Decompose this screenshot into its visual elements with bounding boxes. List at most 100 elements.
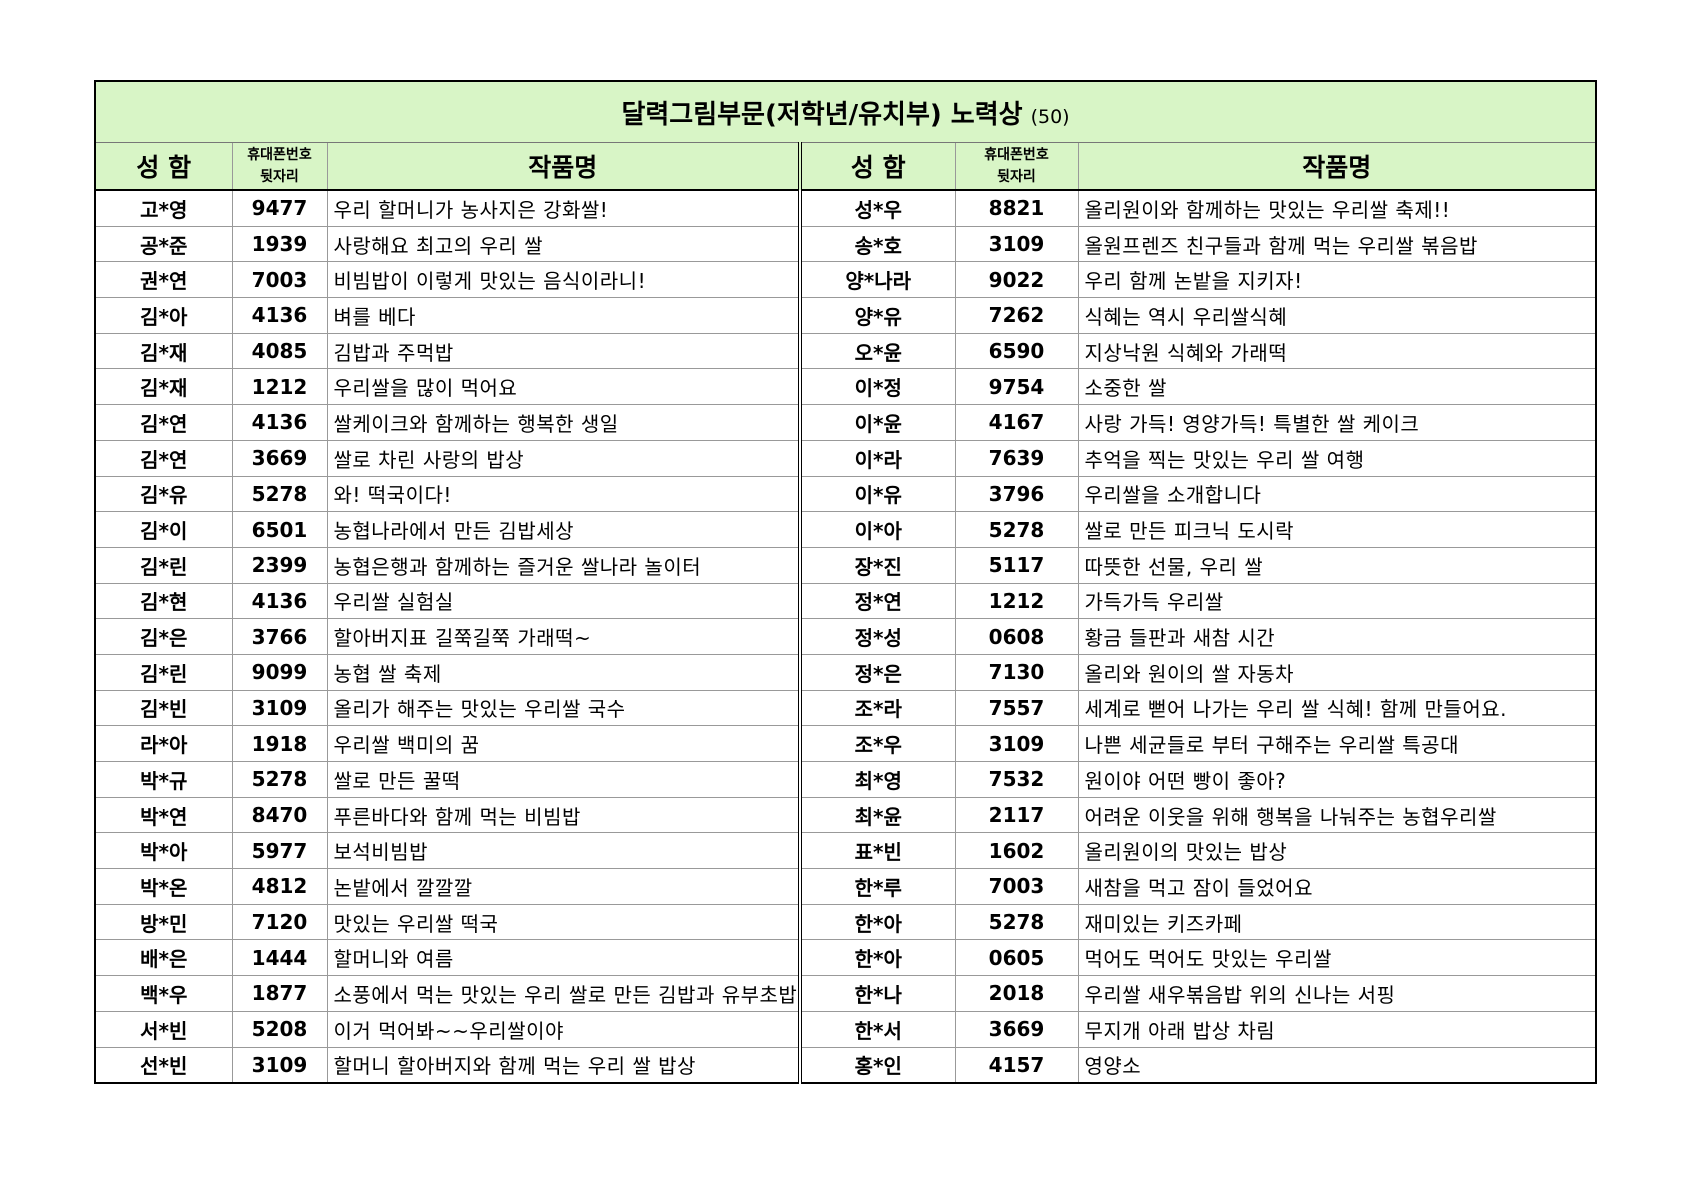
header-line: 뒷자리	[997, 169, 1036, 185]
name: 김*린	[94, 653, 233, 691]
name: 조*우	[798, 725, 956, 762]
table-row: 김*연 3669 쌀로 차린 사랑의 밥상 이*라 7639 추억을 찍는 맛있는 우리 …	[94, 439, 1597, 477]
phone-suffix: 3109	[231, 689, 328, 727]
phone-suffix: 1212	[231, 368, 328, 406]
phone-suffix: 1444	[231, 939, 328, 977]
phone-suffix: 4136	[231, 404, 328, 441]
table-row: 박*연 8470 푸른바다와 함께 먹는 비빔밥 최*윤 2117 어려운 이웃을 위해 …	[94, 796, 1597, 834]
work-title: 황금 들판과 새참 시간	[1077, 618, 1597, 655]
phone-suffix: 0605	[954, 939, 1079, 977]
name: 이*유	[798, 475, 956, 513]
phone-suffix: 1877	[231, 975, 328, 1012]
name: 권*연	[94, 261, 233, 299]
phone-suffix: 4085	[231, 332, 328, 370]
work-title: 푸른바다와 함께 먹는 비빔밥	[326, 796, 801, 834]
name: 고*영	[94, 189, 233, 227]
work-title: 할아버지표 길쭉길쭉 가래떡~	[326, 618, 801, 655]
phone-suffix: 2399	[231, 546, 328, 584]
phone-suffix: 4812	[231, 868, 328, 905]
name: 한*아	[798, 939, 956, 977]
work-title: 새참을 먹고 잠이 들었어요	[1077, 868, 1597, 905]
work-title: 재미있는 키즈카페	[1077, 903, 1597, 941]
table-row: 공*준 1939 사랑해요 최고의 우리 쌀 송*호 3109 올원프렌즈 친구들과 함께…	[94, 225, 1597, 263]
work-title: 지상낙원 식혜와 가래떡	[1077, 332, 1597, 370]
table-row: 김*재 1212 우리쌀을 많이 먹어요 이*정 9754 소중한 쌀	[94, 368, 1597, 406]
header-cell: 휴대폰번호 뒷자리	[954, 142, 1079, 191]
work-title: 어려운 이웃을 위해 행복을 나눠주는 농협우리쌀	[1077, 796, 1597, 834]
table-row: 박*아 5977 보석비빔밥 표*빈 1602 올리원이의 맛있는 밥상	[94, 832, 1597, 870]
name: 최*윤	[798, 796, 956, 834]
name: 이*아	[798, 511, 956, 548]
name: 양*유	[798, 297, 956, 334]
phone-suffix: 3669	[231, 439, 328, 477]
table-row: 선*빈 3109 할머니 할아버지와 함께 먹는 우리 쌀 밥상 홍*인 4157 영양소	[94, 1046, 1597, 1084]
header-line: 휴대폰번호	[247, 147, 312, 163]
work-title: 먹어도 먹어도 맛있는 우리쌀	[1077, 939, 1597, 977]
work-title: 쌀로 만든 피크닉 도시락	[1077, 511, 1597, 548]
work-title: 올원프렌즈 친구들과 함께 먹는 우리쌀 볶음밥	[1077, 225, 1597, 263]
name: 홍*인	[798, 1046, 956, 1084]
phone-suffix: 8470	[231, 796, 328, 834]
name: 김*재	[94, 332, 233, 370]
phone-suffix: 3109	[231, 1046, 328, 1084]
phone-suffix: 6590	[954, 332, 1079, 370]
name: 한*아	[798, 903, 956, 941]
name: 박*연	[94, 796, 233, 834]
work-title: 사랑해요 최고의 우리 쌀	[326, 225, 801, 263]
name: 장*진	[798, 546, 956, 584]
table-row: 서*빈 5208 이거 먹어봐~~우리쌀이야 한*서 3669 무지개 아래 밥상 차림	[94, 1010, 1597, 1048]
work-title: 농협 쌀 축제	[326, 653, 801, 691]
work-title: 따뜻한 선물, 우리 쌀	[1077, 546, 1597, 584]
phone-suffix: 9477	[231, 189, 328, 227]
phone-suffix: 6501	[231, 511, 328, 548]
title: 달력그림부문(저학년/유치부) 노력상	[621, 99, 1023, 130]
work-title: 무지개 아래 밥상 차림	[1077, 1010, 1597, 1048]
phone-suffix: 9022	[954, 261, 1079, 299]
name: 서*빈	[94, 1010, 233, 1048]
phone-suffix: 1918	[231, 725, 328, 762]
table-row: 김*은 3766 할아버지표 길쭉길쭉 가래떡~ 정*성 0608 황금 들판과 새참 시…	[94, 618, 1597, 655]
work-title: 우리 할머니가 농사지은 강화쌀!	[326, 189, 801, 227]
name: 백*우	[94, 975, 233, 1012]
work-title: 이거 먹어봐~~우리쌀이야	[326, 1010, 801, 1048]
phone-suffix: 7262	[954, 297, 1079, 334]
table-row: 김*현 4136 우리쌀 실험실 정*연 1212 가득가득 우리쌀	[94, 582, 1597, 620]
table-row: 박*온 4812 논밭에서 깔깔깔 한*루 7003 새참을 먹고 잠이 들었어요	[94, 868, 1597, 905]
phone-suffix: 1212	[954, 582, 1079, 620]
phone-suffix: 4167	[954, 404, 1079, 441]
work-title: 우리쌀을 많이 먹어요	[326, 368, 801, 406]
name: 김*은	[94, 618, 233, 655]
table-row: 권*연 7003 비빔밥이 이렇게 맛있는 음식이라니! 양*나라 9022 우리 함께 …	[94, 261, 1597, 299]
work-title: 벼를 베다	[326, 297, 801, 334]
name: 이*라	[798, 439, 956, 477]
table-row: 박*규 5278 쌀로 만든 꿀떡 최*영 7532 원이야 어떤 빵이 좋아?	[94, 761, 1597, 798]
work-title: 소풍에서 먹는 맛있는 우리 쌀로 만든 김밥과 유부초밥!	[326, 975, 801, 1012]
title-count: (50)	[1030, 105, 1070, 128]
name: 김*재	[94, 368, 233, 406]
table-row: 김*아 4136 벼를 베다 양*유 7262 식혜는 역시 우리쌀식혜	[94, 297, 1597, 334]
name: 라*아	[94, 725, 233, 762]
name: 선*빈	[94, 1046, 233, 1084]
work-title: 올리원이의 맛있는 밥상	[1077, 832, 1597, 870]
title-row: 달력그림부문(저학년/유치부) 노력상 (50)	[94, 80, 1597, 143]
work-title: 가득가득 우리쌀	[1077, 582, 1597, 620]
work-title: 보석비빔밥	[326, 832, 801, 870]
phone-suffix: 4157	[954, 1046, 1079, 1084]
name: 조*라	[798, 689, 956, 727]
phone-suffix: 9099	[231, 653, 328, 691]
phone-suffix: 5278	[231, 761, 328, 798]
table-row: 김*린 9099 농협 쌀 축제 정*은 7130 올리와 원이의 쌀 자동차	[94, 653, 1597, 691]
header-cell: 성 함	[94, 142, 233, 191]
phone-suffix: 7130	[954, 653, 1079, 691]
name: 김*현	[94, 582, 233, 620]
title-cell: 달력그림부문(저학년/유치부) 노력상 (50)	[94, 80, 1597, 143]
work-title: 올리와 원이의 쌀 자동차	[1077, 653, 1597, 691]
name: 한*나	[798, 975, 956, 1012]
name: 박*규	[94, 761, 233, 798]
work-title: 세계로 뻗어 나가는 우리 쌀 식혜! 함께 만들어요.	[1077, 689, 1597, 727]
name: 양*나라	[798, 261, 956, 299]
table-row: 백*우 1877 소풍에서 먹는 맛있는 우리 쌀로 만든 김밥과 유부초밥! 한*나…	[94, 975, 1597, 1012]
phone-suffix: 7120	[231, 903, 328, 941]
award-table: 달력그림부문(저학년/유치부) 노력상 (50) 성 함 휴대폰번호 뒷자리 작품명 성 …	[94, 80, 1598, 1085]
work-title: 사랑 가득! 영양가득! 특별한 쌀 케이크	[1077, 404, 1597, 441]
